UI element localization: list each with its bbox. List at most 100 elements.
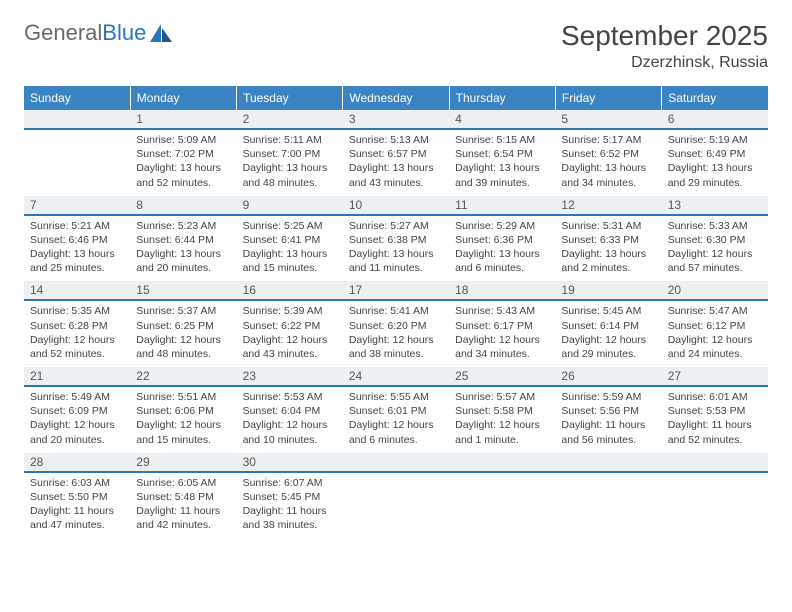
calendar-cell: 5Sunrise: 5:17 AMSunset: 6:52 PMDaylight… — [555, 110, 661, 196]
sunrise-text: Sunrise: 5:39 AM — [243, 304, 337, 318]
sunset-text: Sunset: 6:49 PM — [668, 147, 762, 161]
month-title: September 2025 — [561, 20, 768, 52]
sunrise-text: Sunrise: 5:25 AM — [243, 219, 337, 233]
sunrise-text: Sunrise: 5:41 AM — [349, 304, 443, 318]
day-number: 24 — [343, 367, 449, 387]
day-header: Thursday — [449, 86, 555, 110]
sunrise-text: Sunrise: 5:35 AM — [30, 304, 124, 318]
sunset-text: Sunset: 6:30 PM — [668, 233, 762, 247]
daylight-text-2: and 6 minutes. — [349, 433, 443, 447]
day-details: Sunrise: 5:53 AMSunset: 6:04 PMDaylight:… — [237, 387, 343, 453]
daylight-text-2: and 29 minutes. — [561, 347, 655, 361]
logo-sail-icon — [150, 24, 172, 42]
calendar-cell: 8Sunrise: 5:23 AMSunset: 6:44 PMDaylight… — [130, 196, 236, 282]
day-number: 12 — [555, 196, 661, 216]
day-details: Sunrise: 6:05 AMSunset: 5:48 PMDaylight:… — [130, 473, 236, 539]
sunset-text: Sunset: 6:04 PM — [243, 404, 337, 418]
empty-day-number — [449, 453, 555, 473]
daylight-text-1: Daylight: 11 hours — [136, 504, 230, 518]
calendar-cell: 29Sunrise: 6:05 AMSunset: 5:48 PMDayligh… — [130, 453, 236, 539]
day-details: Sunrise: 5:09 AMSunset: 7:02 PMDaylight:… — [130, 130, 236, 196]
day-number: 17 — [343, 281, 449, 301]
daylight-text-1: Daylight: 13 hours — [136, 247, 230, 261]
sunset-text: Sunset: 7:00 PM — [243, 147, 337, 161]
daylight-text-1: Daylight: 11 hours — [243, 504, 337, 518]
calendar-cell: 6Sunrise: 5:19 AMSunset: 6:49 PMDaylight… — [662, 110, 768, 196]
calendar-cell: 13Sunrise: 5:33 AMSunset: 6:30 PMDayligh… — [662, 196, 768, 282]
daylight-text-2: and 56 minutes. — [561, 433, 655, 447]
calendar-cell: 9Sunrise: 5:25 AMSunset: 6:41 PMDaylight… — [237, 196, 343, 282]
sunrise-text: Sunrise: 5:13 AM — [349, 133, 443, 147]
calendar-table: SundayMondayTuesdayWednesdayThursdayFrid… — [24, 86, 768, 538]
sunset-text: Sunset: 7:02 PM — [136, 147, 230, 161]
day-details: Sunrise: 5:39 AMSunset: 6:22 PMDaylight:… — [237, 301, 343, 367]
day-details: Sunrise: 5:25 AMSunset: 6:41 PMDaylight:… — [237, 216, 343, 282]
sunrise-text: Sunrise: 5:45 AM — [561, 304, 655, 318]
sunset-text: Sunset: 6:12 PM — [668, 319, 762, 333]
daylight-text-1: Daylight: 13 hours — [30, 247, 124, 261]
sunrise-text: Sunrise: 5:19 AM — [668, 133, 762, 147]
daylight-text-1: Daylight: 13 hours — [561, 247, 655, 261]
sunset-text: Sunset: 6:17 PM — [455, 319, 549, 333]
day-number: 27 — [662, 367, 768, 387]
page-header: GeneralBlue September 2025 Dzerzhinsk, R… — [24, 20, 768, 72]
sunrise-text: Sunrise: 5:43 AM — [455, 304, 549, 318]
day-header: Saturday — [662, 86, 768, 110]
sunset-text: Sunset: 6:25 PM — [136, 319, 230, 333]
calendar-cell: 3Sunrise: 5:13 AMSunset: 6:57 PMDaylight… — [343, 110, 449, 196]
calendar-cell: 7Sunrise: 5:21 AMSunset: 6:46 PMDaylight… — [24, 196, 130, 282]
sunrise-text: Sunrise: 5:33 AM — [668, 219, 762, 233]
day-number: 1 — [130, 110, 236, 130]
day-details: Sunrise: 5:15 AMSunset: 6:54 PMDaylight:… — [449, 130, 555, 196]
day-number: 6 — [662, 110, 768, 130]
daylight-text-1: Daylight: 12 hours — [243, 418, 337, 432]
logo: GeneralBlue — [24, 20, 172, 46]
sunset-text: Sunset: 6:06 PM — [136, 404, 230, 418]
calendar-cell: 4Sunrise: 5:15 AMSunset: 6:54 PMDaylight… — [449, 110, 555, 196]
daylight-text-2: and 20 minutes. — [136, 261, 230, 275]
calendar-head: SundayMondayTuesdayWednesdayThursdayFrid… — [24, 86, 768, 110]
sunrise-text: Sunrise: 6:05 AM — [136, 476, 230, 490]
daylight-text-2: and 39 minutes. — [455, 176, 549, 190]
sunset-text: Sunset: 6:33 PM — [561, 233, 655, 247]
calendar-cell: 1Sunrise: 5:09 AMSunset: 7:02 PMDaylight… — [130, 110, 236, 196]
day-details: Sunrise: 5:27 AMSunset: 6:38 PMDaylight:… — [343, 216, 449, 282]
day-number: 10 — [343, 196, 449, 216]
day-number: 7 — [24, 196, 130, 216]
calendar-row: 28Sunrise: 6:03 AMSunset: 5:50 PMDayligh… — [24, 453, 768, 539]
sunrise-text: Sunrise: 5:37 AM — [136, 304, 230, 318]
calendar-cell: 14Sunrise: 5:35 AMSunset: 6:28 PMDayligh… — [24, 281, 130, 367]
day-details: Sunrise: 5:29 AMSunset: 6:36 PMDaylight:… — [449, 216, 555, 282]
daylight-text-2: and 47 minutes. — [30, 518, 124, 532]
day-details: Sunrise: 5:17 AMSunset: 6:52 PMDaylight:… — [555, 130, 661, 196]
calendar-cell — [449, 453, 555, 539]
calendar-cell: 25Sunrise: 5:57 AMSunset: 5:58 PMDayligh… — [449, 367, 555, 453]
daylight-text-1: Daylight: 13 hours — [455, 161, 549, 175]
day-details: Sunrise: 5:11 AMSunset: 7:00 PMDaylight:… — [237, 130, 343, 196]
calendar-row: 14Sunrise: 5:35 AMSunset: 6:28 PMDayligh… — [24, 281, 768, 367]
day-number: 22 — [130, 367, 236, 387]
calendar-cell: 15Sunrise: 5:37 AMSunset: 6:25 PMDayligh… — [130, 281, 236, 367]
sunrise-text: Sunrise: 5:31 AM — [561, 219, 655, 233]
daylight-text-1: Daylight: 11 hours — [30, 504, 124, 518]
day-number: 19 — [555, 281, 661, 301]
daylight-text-2: and 57 minutes. — [668, 261, 762, 275]
logo-text: GeneralBlue — [24, 20, 146, 46]
day-details: Sunrise: 5:21 AMSunset: 6:46 PMDaylight:… — [24, 216, 130, 282]
logo-word1: General — [24, 20, 102, 45]
sunset-text: Sunset: 6:22 PM — [243, 319, 337, 333]
day-details: Sunrise: 6:03 AMSunset: 5:50 PMDaylight:… — [24, 473, 130, 539]
sunrise-text: Sunrise: 5:53 AM — [243, 390, 337, 404]
day-number: 16 — [237, 281, 343, 301]
daylight-text-2: and 38 minutes. — [349, 347, 443, 361]
daylight-text-1: Daylight: 11 hours — [668, 418, 762, 432]
day-number: 11 — [449, 196, 555, 216]
daylight-text-2: and 2 minutes. — [561, 261, 655, 275]
sunrise-text: Sunrise: 5:09 AM — [136, 133, 230, 147]
day-number: 5 — [555, 110, 661, 130]
day-number: 8 — [130, 196, 236, 216]
day-details: Sunrise: 6:07 AMSunset: 5:45 PMDaylight:… — [237, 473, 343, 539]
daylight-text-1: Daylight: 12 hours — [455, 418, 549, 432]
sunset-text: Sunset: 6:44 PM — [136, 233, 230, 247]
daylight-text-1: Daylight: 12 hours — [136, 333, 230, 347]
